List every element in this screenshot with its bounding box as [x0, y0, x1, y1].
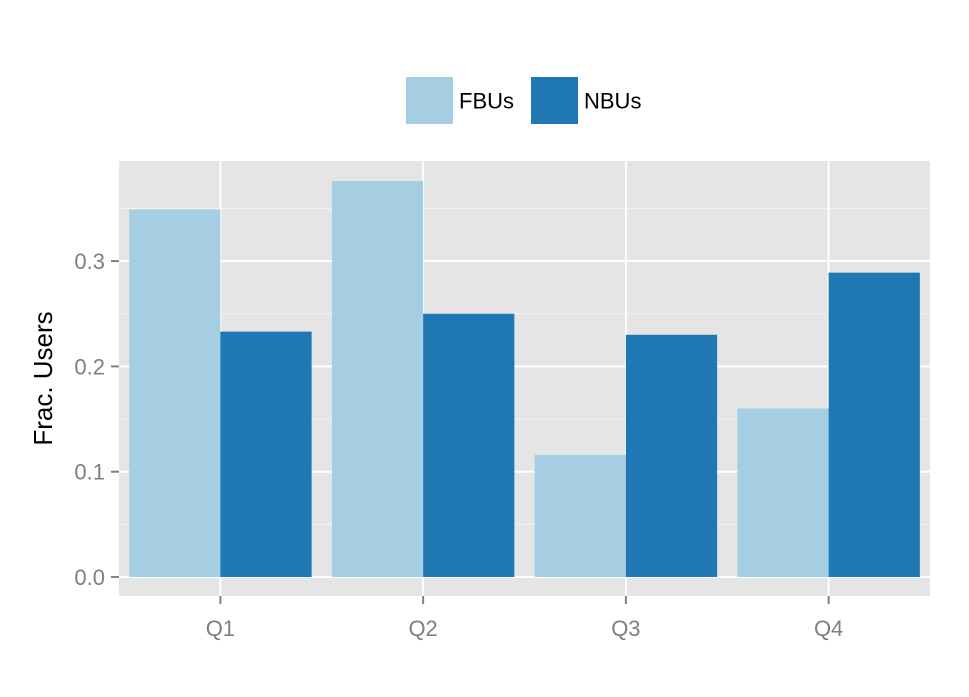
legend-label-fbus: FBUs — [459, 89, 514, 114]
bar-fbus-q2 — [331, 181, 424, 578]
y-tick-label: 0.1 — [74, 460, 105, 485]
y-tick-label: 0.0 — [74, 565, 105, 590]
x-tick-label: Q3 — [611, 616, 640, 641]
y-axis-title: Frac. Users — [28, 311, 58, 445]
y-tick-label: 0.3 — [74, 249, 105, 274]
y-tick-label: 0.2 — [74, 354, 105, 379]
bar-fbus-q1 — [129, 209, 221, 578]
legend: FBUs NBUs — [406, 77, 641, 124]
legend-key-fbus — [406, 77, 453, 124]
x-tick-label: Q1 — [206, 616, 235, 641]
x-tick-label: Q4 — [814, 616, 843, 641]
x-axis: Q1 Q2 Q3 Q4 — [206, 596, 843, 641]
bar-fbus-q3 — [534, 454, 626, 578]
legend-label-nbus: NBUs — [584, 89, 641, 114]
bar-nbus-q1 — [220, 331, 312, 578]
bar-nbus-q4 — [828, 272, 920, 578]
y-axis: 0.0 0.1 0.2 0.3 — [74, 249, 119, 590]
x-tick-label: Q2 — [408, 616, 437, 641]
legend-key-nbus — [531, 77, 578, 124]
bar-fbus-q4 — [737, 408, 829, 578]
bars — [129, 181, 920, 578]
bar-nbus-q3 — [625, 334, 718, 578]
bar-nbus-q2 — [423, 313, 515, 578]
